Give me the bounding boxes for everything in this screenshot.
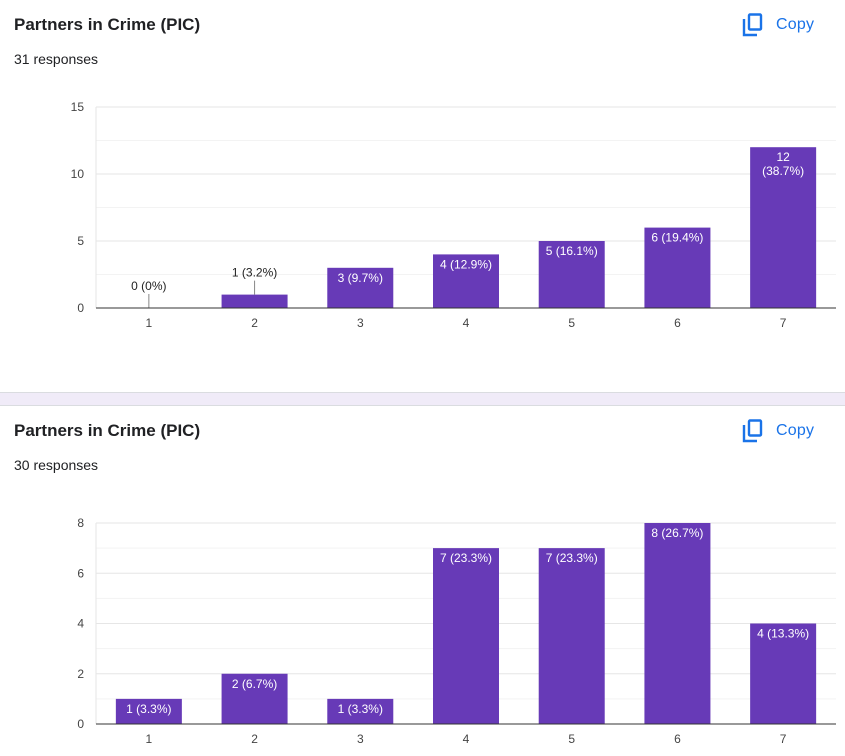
data-label: 5 (16.1%): [546, 244, 598, 258]
x-tick-label: 5: [568, 732, 575, 746]
bar: [327, 698, 394, 724]
response-count: 30 responses: [14, 457, 99, 473]
x-tick-label: 7: [780, 316, 787, 330]
response-count: 31 responses: [14, 51, 99, 67]
x-tick-label: 7: [780, 732, 787, 746]
data-label: 7 (23.3%): [546, 551, 598, 565]
data-label: 0 (0%): [131, 279, 166, 293]
bar-chart-2: 0 2 4 6 8 1 1 (3.3%) 2 2 (6.7%) 3 1 (3.3%) 4 7 (23.3…: [77, 516, 836, 746]
x-tick-label: 4: [463, 316, 470, 330]
y-tick-label: 0: [77, 717, 84, 731]
bar: [115, 698, 182, 724]
copy-label: Copy: [776, 16, 815, 33]
x-tick-label: 1: [146, 732, 153, 746]
bar: [538, 241, 605, 308]
chart-card-1: Partners in Crime (PIC) 31 responses Cop…: [14, 10, 836, 330]
copy-label: Copy: [776, 422, 815, 439]
x-tick-label: 1: [146, 316, 153, 330]
bar: [433, 254, 499, 308]
copy-icon: [742, 419, 764, 443]
data-label: 12 (38.7%): [762, 150, 804, 178]
data-label: 3 (9.7%): [338, 271, 383, 285]
copy-icon: [742, 13, 764, 37]
x-tick-label: 6: [674, 732, 681, 746]
x-tick-label: 6: [674, 316, 681, 330]
bar: [221, 294, 288, 308]
bar: [750, 623, 817, 724]
card-title: Partners in Crime (PIC): [14, 15, 201, 34]
y-tick-label: 5: [77, 234, 84, 248]
bar: [221, 673, 288, 724]
x-tick-label: 3: [357, 732, 364, 746]
bar: [538, 548, 605, 724]
copy-button[interactable]: Copy: [742, 416, 832, 446]
x-tick-label: 5: [568, 316, 575, 330]
data-label: 7 (23.3%): [440, 551, 492, 565]
copy-button[interactable]: Copy: [742, 10, 832, 40]
bar: [644, 227, 711, 308]
y-tick-label: 15: [71, 100, 85, 114]
data-label: 6 (19.4%): [651, 231, 703, 245]
y-tick-label: 0: [77, 301, 84, 315]
bar: [327, 267, 394, 308]
data-label: 4 (12.9%): [440, 257, 492, 271]
y-tick-label: 10: [71, 167, 85, 181]
section-divider: [0, 392, 845, 406]
bar: [750, 147, 817, 308]
x-tick-label: 4: [463, 732, 470, 746]
bar: [644, 523, 711, 724]
bar-chart-1: 0 5 10 15 1 0 (0%) 2 1 (3.2%) 3 3 (9.7%) 4 4 (12.9%…: [71, 100, 836, 330]
bar: [433, 548, 499, 724]
data-label: 1 (3.3%): [338, 702, 383, 716]
y-tick-label: 4: [77, 617, 84, 631]
x-tick-label: 2: [251, 732, 258, 746]
data-label: 1 (3.2%): [232, 266, 277, 280]
data-label: 8 (26.7%): [651, 526, 703, 540]
data-label: 2 (6.7%): [232, 677, 277, 691]
x-tick-label: 2: [251, 316, 258, 330]
y-tick-label: 6: [77, 566, 84, 580]
chart-card-2: Partners in Crime (PIC) 30 responses Cop…: [0, 406, 845, 756]
card-title: Partners in Crime (PIC): [14, 421, 201, 440]
data-label: 1 (3.3%): [126, 702, 171, 716]
y-tick-label: 8: [77, 516, 84, 530]
x-tick-label: 3: [357, 316, 364, 330]
data-label: 4 (13.3%): [757, 627, 809, 641]
y-tick-label: 2: [77, 667, 84, 681]
